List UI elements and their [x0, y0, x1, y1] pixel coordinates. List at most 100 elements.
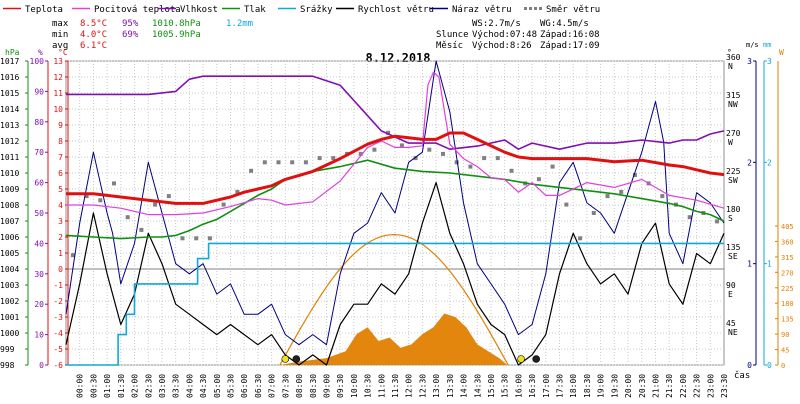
pct-tick-label: 20 — [34, 300, 44, 309]
wind-direction-point — [441, 151, 445, 156]
degc-tick-label: 8 — [58, 137, 63, 146]
wind-direction-point — [262, 160, 267, 165]
wind-direction-point — [249, 168, 254, 173]
degc-tick-label: 6 — [58, 169, 63, 178]
wind-direction-point — [454, 160, 459, 165]
degc-tick-label: 3 — [58, 217, 63, 226]
x-tick-label: 03:00 — [158, 374, 167, 398]
degc-tick-label: 2 — [58, 233, 63, 242]
ms-axis-title: m/s — [746, 41, 759, 49]
deg-tick-label: 270 — [726, 129, 741, 138]
wind-direction-point — [509, 168, 514, 173]
x-tick-label: 14:00 — [460, 374, 469, 398]
wm2-tick-label: 0 — [781, 362, 785, 370]
degc-tick-label: 11 — [53, 89, 63, 98]
solar-radiation-area — [279, 313, 508, 365]
wind-direction-point — [591, 211, 596, 215]
deg-tick-label: 45 — [726, 319, 736, 328]
legend-swatch — [524, 7, 527, 10]
compass-label: SW — [728, 176, 738, 185]
compass-label: W — [728, 138, 733, 147]
wind-direction-point — [413, 156, 418, 161]
x-tick-label: 09:30 — [336, 374, 345, 398]
hpa-tick-label: 1010 — [0, 169, 19, 178]
stats-panel: max 8.5°C 95% 1010.8hPa 1.2mm min 4.0°C … — [52, 19, 600, 51]
wind-direction-point — [605, 194, 610, 199]
ms-tick-label: 3 — [747, 57, 752, 66]
x-tick-label: 23:30 — [720, 374, 729, 398]
x-tick-label: 08:30 — [309, 374, 318, 398]
stat-max-r: 1.2mm — [226, 19, 253, 29]
wind-direction-point — [578, 236, 583, 241]
axes: hPa% °C9989991000100110021003100410051006… — [0, 41, 794, 398]
degc-tick-label: 1 — [58, 249, 63, 258]
wind-direction-point — [386, 130, 391, 135]
degc-tick-label: -1 — [53, 281, 63, 290]
pct-tick-label: 40 — [34, 239, 44, 248]
pct-tick-label: 100 — [30, 57, 45, 66]
legend-swatch — [529, 7, 532, 10]
wind-direction-point — [358, 151, 363, 156]
pct-tick-label: 70 — [34, 148, 44, 157]
wind-direction-point — [235, 189, 240, 194]
wind-direction-point — [632, 173, 637, 177]
wind-direction-point — [564, 202, 569, 207]
degc-tick-label: -4 — [53, 329, 63, 338]
series-line-wind — [65, 182, 725, 366]
stat-max-h: 95% — [122, 19, 139, 29]
stat-avg-label: avg — [52, 41, 68, 51]
deg-axis-title: ° — [727, 48, 732, 57]
x-tick-label: 18:30 — [583, 374, 592, 398]
wm2-tick-label: 405 — [781, 223, 794, 231]
wind-direction-point — [207, 236, 212, 241]
series-line-vlhkost — [66, 75, 725, 150]
x-tick-label: 05:00 — [213, 374, 222, 398]
pct-tick-label: 0 — [39, 361, 44, 370]
wind-direction-point — [303, 160, 308, 165]
x-tick-label: 20:00 — [624, 374, 633, 398]
hpa-tick-label: 1006 — [0, 233, 19, 242]
x-tick-label: 17:30 — [556, 374, 565, 398]
wind-direction-point — [550, 164, 555, 169]
x-tick-label: 19:30 — [610, 374, 619, 398]
series-line-tlak — [65, 159, 725, 240]
hpa-tick-label: 1005 — [0, 249, 19, 258]
hpa-tick-label: 1016 — [0, 73, 19, 82]
pct-axis-title: % — [38, 48, 43, 57]
x-tick-label: 00:00 — [76, 374, 85, 398]
compass-label: S — [728, 214, 733, 223]
hpa-axis-title: hPa — [5, 48, 20, 57]
x-tick-label: 00:30 — [89, 374, 98, 398]
x-tick-label: 12:30 — [418, 374, 427, 398]
x-tick-label: 07:30 — [281, 374, 290, 398]
x-tick-label: 13:30 — [446, 374, 455, 398]
stat-min-label: min — [52, 30, 68, 40]
compass-label: E — [728, 290, 733, 299]
degc-tick-label: 9 — [58, 121, 63, 130]
wind-direction-point — [687, 215, 692, 220]
wind-direction-point — [221, 202, 226, 207]
wind-direction-point — [536, 177, 541, 182]
degc-tick-label: 4 — [58, 201, 63, 210]
x-tick-label: 02:30 — [144, 374, 153, 398]
x-tick-label: 09:00 — [322, 374, 331, 398]
wind-direction-point — [70, 253, 75, 258]
wind-direction-point — [715, 219, 720, 224]
pct-tick-label: 50 — [34, 209, 44, 218]
x-tick-label: 16:30 — [528, 374, 537, 398]
legend-label: Tlak — [244, 5, 266, 15]
hpa-tick-label: 1003 — [0, 281, 19, 290]
hpa-tick-label: 1014 — [0, 105, 19, 114]
degc-tick-label: 5 — [58, 185, 63, 194]
x-tick-label: 22:00 — [679, 374, 688, 398]
degc-tick-label: 12 — [53, 73, 63, 82]
ms-tick-label: 2 — [747, 158, 752, 167]
stat-ws: WS:2.7m/s — [472, 19, 521, 29]
wind-direction-point — [180, 236, 185, 241]
stat-slunce-zapad: Západ:16:08 — [540, 30, 600, 40]
hpa-tick-label: 1017 — [0, 57, 19, 66]
legend-label: Teplota — [25, 5, 63, 15]
x-tick-label: 16:00 — [514, 374, 523, 398]
